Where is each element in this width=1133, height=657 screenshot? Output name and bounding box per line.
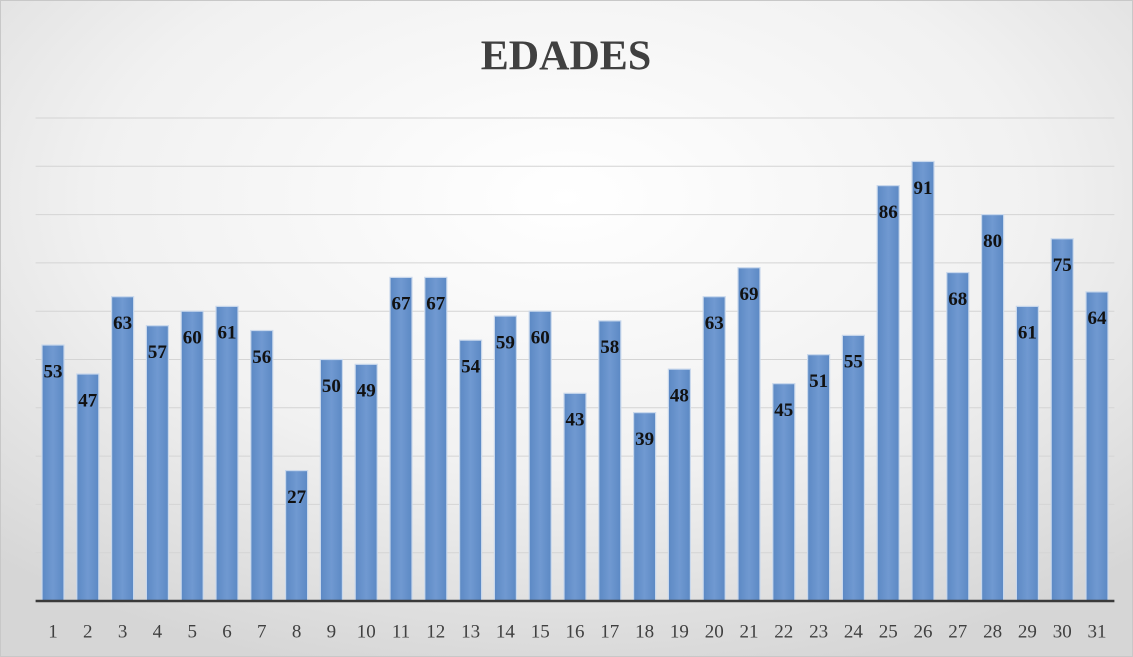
x-tick-label: 5 — [187, 621, 197, 642]
data-label: 67 — [426, 294, 446, 315]
x-tick-label: 29 — [1018, 621, 1037, 642]
bar — [737, 267, 761, 602]
data-label: 60 — [183, 328, 202, 349]
data-label: 86 — [879, 202, 898, 223]
data-label: 68 — [948, 289, 967, 310]
bar — [980, 214, 1005, 602]
data-label: 55 — [844, 352, 863, 373]
data-label: 58 — [600, 337, 619, 358]
x-tick-label: 19 — [670, 621, 689, 642]
data-label: 39 — [635, 429, 654, 450]
data-label: 80 — [983, 231, 1002, 252]
x-tick-label: 26 — [914, 621, 933, 642]
x-tick-label: 28 — [983, 621, 1002, 642]
x-tick-label: 23 — [809, 621, 828, 642]
bar — [424, 276, 448, 602]
x-tick-label: 4 — [153, 621, 163, 642]
data-label: 91 — [914, 178, 933, 199]
bar — [493, 315, 517, 602]
data-label: 69 — [740, 284, 759, 305]
x-tick-label: 25 — [879, 621, 898, 642]
bar — [911, 160, 935, 602]
data-label: 48 — [670, 386, 689, 407]
bar — [145, 325, 169, 602]
chart-title: EDADES — [481, 34, 651, 80]
x-tick-label: 15 — [531, 621, 550, 642]
bar — [389, 276, 413, 602]
bar — [215, 305, 239, 602]
data-label: 61 — [1018, 323, 1037, 344]
x-tick-label: 22 — [774, 621, 793, 642]
bar — [598, 320, 622, 602]
x-tick-label: 12 — [426, 621, 445, 642]
x-tick-label: 6 — [222, 621, 232, 642]
bar — [702, 296, 726, 602]
bar — [841, 334, 866, 602]
data-label: 51 — [809, 371, 828, 392]
x-tick-label: 17 — [600, 621, 619, 642]
x-tick-label: 3 — [118, 621, 128, 642]
x-tick-label: 20 — [705, 621, 724, 642]
bar — [180, 310, 204, 602]
x-tick-label: 10 — [357, 621, 376, 642]
x-tick-label: 11 — [392, 621, 410, 642]
data-label: 27 — [287, 487, 307, 508]
data-label: 64 — [1088, 308, 1108, 329]
data-label: 43 — [566, 410, 585, 431]
x-tick-label: 24 — [844, 621, 864, 642]
x-tick-label: 27 — [948, 621, 967, 642]
data-label: 47 — [78, 390, 98, 411]
data-label: 54 — [461, 357, 481, 378]
data-label: 63 — [113, 313, 132, 334]
bar — [250, 329, 274, 602]
bar — [1050, 238, 1074, 602]
x-tick-label: 21 — [740, 621, 759, 642]
x-tick-label: 16 — [566, 621, 585, 642]
data-label: 67 — [392, 294, 412, 315]
data-label: 49 — [357, 381, 376, 402]
x-tick-label: 31 — [1088, 621, 1107, 642]
data-label: 75 — [1053, 255, 1072, 276]
x-tick-label: 8 — [292, 621, 302, 642]
data-label: 59 — [496, 332, 515, 353]
x-tick-label: 13 — [461, 621, 480, 642]
x-tick-label: 7 — [257, 621, 267, 642]
bar — [459, 339, 483, 602]
data-label: 61 — [218, 323, 237, 344]
data-label: 57 — [148, 342, 168, 363]
data-label: 63 — [705, 313, 724, 334]
x-tick-label: 1 — [48, 621, 58, 642]
bar — [1015, 305, 1040, 602]
x-tick-label: 30 — [1053, 621, 1072, 642]
x-tick-label: 9 — [327, 621, 337, 642]
data-label: 60 — [531, 328, 550, 349]
data-label: 56 — [252, 347, 271, 368]
x-tick-label: 14 — [496, 621, 516, 642]
bar — [876, 185, 900, 602]
bar — [1085, 291, 1109, 602]
bar — [110, 296, 135, 602]
bar — [946, 271, 970, 602]
x-tick-label: 18 — [635, 621, 654, 642]
x-tick-label: 2 — [83, 621, 93, 642]
data-label: 45 — [774, 400, 793, 421]
data-label: 53 — [44, 361, 63, 382]
bar — [41, 344, 65, 602]
data-label: 50 — [322, 376, 341, 397]
bar — [528, 310, 552, 602]
